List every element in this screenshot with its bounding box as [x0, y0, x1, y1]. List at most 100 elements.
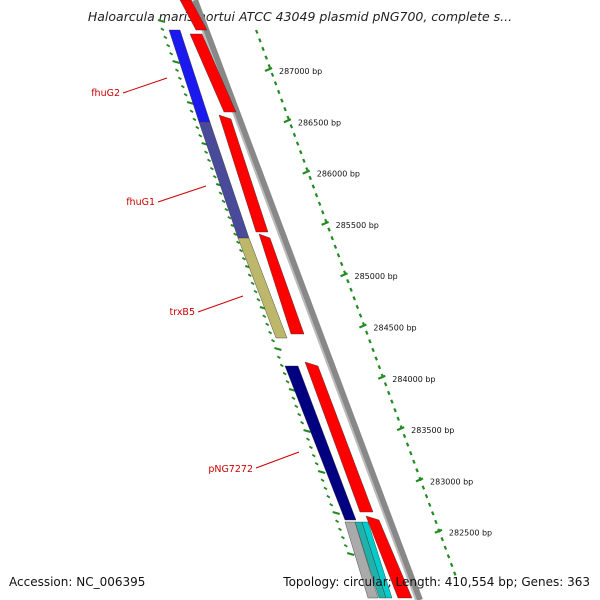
- major-tick: [434, 528, 443, 534]
- inner-tick: [291, 396, 296, 400]
- inner-tick: [192, 117, 197, 122]
- inner-tick: [346, 551, 355, 557]
- inner-tick: [268, 330, 273, 335]
- outer-tick: [387, 390, 391, 396]
- inner-tick: [250, 281, 255, 286]
- outer-tick: [311, 184, 316, 189]
- outer-tick: [371, 347, 375, 353]
- outer-tick: [346, 278, 350, 284]
- outer-tick: [374, 356, 378, 361]
- forward-feature-arrow: [179, 0, 208, 31]
- outer-tick: [273, 81, 278, 86]
- ruler-tick-label: 283000 bp: [430, 477, 473, 486]
- inner-tick: [166, 43, 171, 48]
- ruler-tick-label: 282500 bp: [449, 529, 492, 538]
- inner-tick: [256, 298, 261, 302]
- inner-tick: [305, 437, 310, 441]
- inner-tick: [195, 125, 200, 130]
- gene-label: pNG7272: [208, 464, 253, 475]
- ruler-tick-label: 286500 bp: [298, 118, 341, 127]
- inner-tick: [300, 421, 305, 425]
- inner-tick: [320, 478, 325, 482]
- inner-tick: [227, 216, 232, 220]
- outer-tick: [355, 304, 360, 310]
- outer-tick: [286, 115, 290, 120]
- inner-tick: [239, 248, 244, 253]
- outer-tick: [421, 485, 426, 490]
- inner-tick: [233, 232, 238, 236]
- gene-feature: [344, 521, 379, 599]
- outer-tick: [308, 175, 312, 181]
- outer-tick: [415, 468, 419, 473]
- outer-tick: [453, 571, 457, 576]
- gene-label: fhuG1: [126, 197, 155, 208]
- inner-tick: [221, 199, 226, 204]
- outer-tick: [292, 132, 297, 138]
- forward-feature-arrow: [258, 233, 305, 335]
- outer-tick: [352, 296, 356, 301]
- outer-tick: [302, 158, 306, 163]
- ruler-tick-label: 285500 bp: [336, 221, 379, 230]
- gene-feature: [361, 521, 393, 599]
- inner-tick: [274, 346, 282, 352]
- forward-feature-arrow: [304, 361, 374, 513]
- inner-tick: [337, 527, 342, 532]
- outer-tick: [264, 55, 268, 60]
- outer-tick: [314, 192, 319, 198]
- inner-tick: [224, 207, 229, 212]
- inner-tick: [271, 339, 276, 343]
- inner-tick: [317, 469, 326, 475]
- ruler-tick-label: 286000 bp: [317, 170, 360, 179]
- inner-tick: [209, 166, 214, 171]
- inner-tick: [279, 363, 284, 368]
- genome-summary: Topology: circular; Length: 410,554 bp; …: [283, 575, 590, 589]
- inner-tick: [172, 59, 180, 65]
- outer-tick: [358, 313, 363, 318]
- inner-tick: [340, 535, 345, 540]
- outer-tick: [431, 511, 435, 516]
- outer-tick: [295, 141, 300, 146]
- outer-tick: [377, 364, 382, 370]
- outer-tick: [440, 536, 444, 542]
- inner-tick: [183, 93, 188, 97]
- ruler-tick-label: 287000 bp: [279, 67, 322, 76]
- outer-tick: [393, 407, 397, 413]
- major-tick: [415, 477, 424, 483]
- inner-tick: [335, 519, 340, 523]
- outer-tick: [339, 261, 344, 267]
- inner-tick: [294, 404, 299, 409]
- outer-tick: [283, 106, 287, 112]
- inner-tick: [297, 412, 302, 417]
- inner-tick: [204, 150, 209, 154]
- ruler-tick-label: 285000 bp: [355, 272, 398, 281]
- outer-tick: [280, 98, 284, 103]
- inner-tick: [177, 76, 182, 81]
- inner-tick: [160, 27, 165, 31]
- inner-tick: [262, 314, 267, 318]
- inner-tick: [311, 453, 316, 458]
- outer-tick: [424, 493, 429, 499]
- inner-tick: [157, 18, 166, 24]
- outer-tick: [317, 201, 322, 206]
- inner-tick: [218, 191, 223, 195]
- outer-tick: [402, 433, 407, 439]
- outer-tick: [321, 210, 325, 215]
- inner-tick: [180, 84, 185, 89]
- inner-tick: [174, 68, 179, 72]
- inner-tick: [198, 134, 203, 138]
- outer-tick: [446, 554, 451, 559]
- outer-tick: [254, 29, 259, 34]
- outer-tick: [270, 72, 275, 77]
- inner-tick: [314, 462, 319, 466]
- gene-feature: [284, 365, 357, 521]
- inner-tick: [303, 428, 311, 434]
- inner-tick: [169, 52, 174, 56]
- forward-feature-arrow: [218, 114, 269, 233]
- outer-tick: [383, 382, 388, 387]
- gene-labels: fhuG2 fhuG1 trxB5 pNG7272: [91, 77, 300, 475]
- ruler-tick-label: 284500 bp: [373, 324, 416, 333]
- outer-tick: [434, 519, 438, 525]
- outer-tick: [443, 545, 448, 550]
- outer-tick: [396, 416, 400, 421]
